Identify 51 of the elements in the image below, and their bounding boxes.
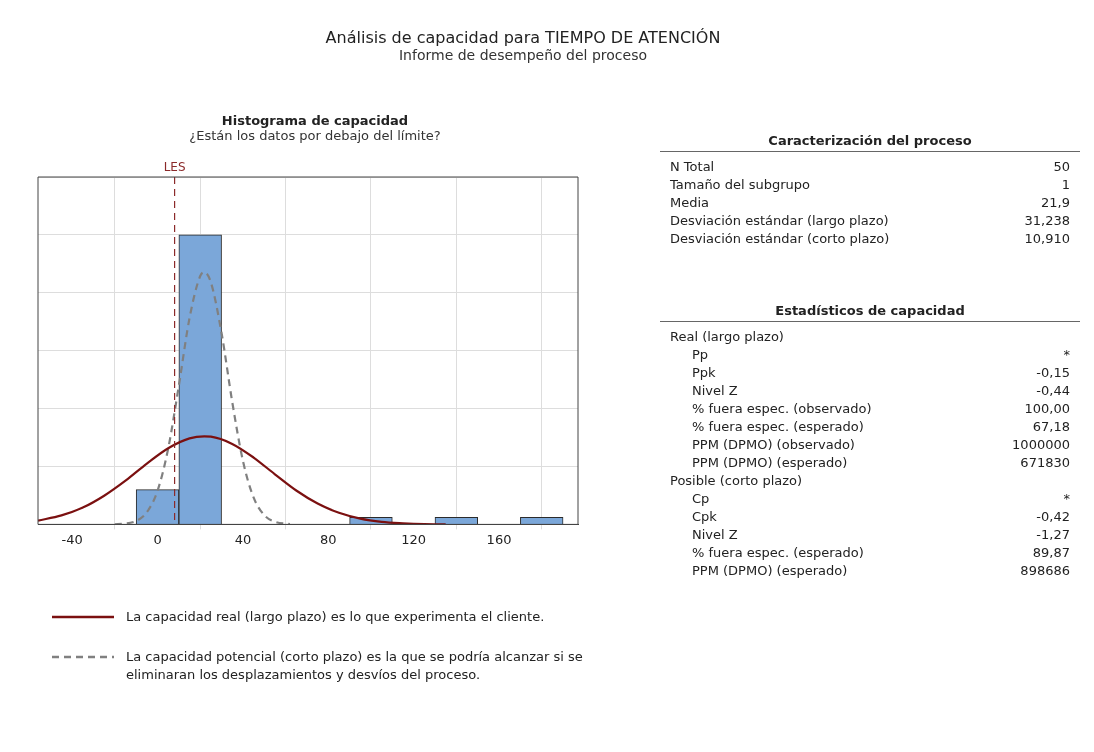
category-label: N Total <box>670 158 715 176</box>
text: 89,87 <box>1032 545 1070 560</box>
category-label: PPM (DPMO) (esperado) <box>691 454 848 472</box>
x-tick-label: 160 <box>486 531 512 547</box>
x-tick-label: 40 <box>234 531 252 547</box>
category-label: Pp <box>691 346 709 364</box>
text: 898686 <box>1020 563 1070 578</box>
category-label: PPM (DPMO) (observado) <box>691 436 855 454</box>
text: 1 <box>1061 177 1070 192</box>
category-label: Media <box>670 194 710 212</box>
text: 50 <box>1053 159 1070 174</box>
text: Informe de desempeño del proceso <box>398 47 648 63</box>
category-label: % fuera espec. (esperado) <box>691 544 864 562</box>
category-label: Tamaño del subgrupo <box>670 176 811 194</box>
x-tick-label: 0 <box>153 531 162 547</box>
category-label: PPM (DPMO) (esperado) <box>691 562 848 580</box>
x-tick-label: 80 <box>320 531 337 547</box>
text: 1000000 <box>1012 437 1070 452</box>
ref-line-label: LES <box>163 160 186 175</box>
text: -1,27 <box>1036 527 1070 542</box>
text: 100,00 <box>1024 401 1070 416</box>
category-label: Desviación estándar (corto plazo) <box>670 230 890 248</box>
text: Estadísticos de capacidad <box>660 303 1080 322</box>
text: -0,15 <box>1036 365 1070 380</box>
category-label: Cp <box>691 490 710 508</box>
text: 10,910 <box>1024 231 1070 246</box>
category-label: Cpk <box>691 508 717 526</box>
category-label: % fuera espec. (esperado) <box>691 418 864 436</box>
legend-label: La capacidad potencial (corto plazo) es la que se podría alcanzar si se eliminaran los desplazamientos y desvíos del proceso. <box>126 648 584 684</box>
text: 671830 <box>1020 455 1070 470</box>
x-tick-label: 120 <box>401 531 427 547</box>
text: * <box>1063 347 1070 362</box>
chart-subtitle: ¿Están los datos por debajo del límite? <box>188 128 442 143</box>
text: 31,238 <box>1024 213 1070 228</box>
chart-title: Histograma de capacidad <box>220 113 410 128</box>
x-tick-label: -40 <box>61 531 83 547</box>
text: * <box>1063 491 1070 506</box>
text: 67,18 <box>1032 419 1070 434</box>
category-label: % fuera espec. (observado) <box>691 400 872 418</box>
category-label: Real (largo plazo) <box>670 328 784 346</box>
category-label: Nivel Z <box>691 382 738 400</box>
text: -0,44 <box>1036 383 1070 398</box>
category-label: Ppk <box>691 364 716 382</box>
text: 21,9 <box>1041 195 1070 210</box>
text: -0,42 <box>1036 509 1070 524</box>
category-label: Desviación estándar (largo plazo) <box>670 212 889 230</box>
category-label: Nivel Z <box>691 526 738 544</box>
text: Análisis de capacidad para TIEMPO DE ATENCIÓN <box>324 28 722 47</box>
category-label: Posible (corto plazo) <box>670 472 803 490</box>
text: Caracterización del proceso <box>660 133 1080 152</box>
legend-label: La capacidad real (largo plazo) es lo que experimenta el cliente. <box>126 608 546 626</box>
